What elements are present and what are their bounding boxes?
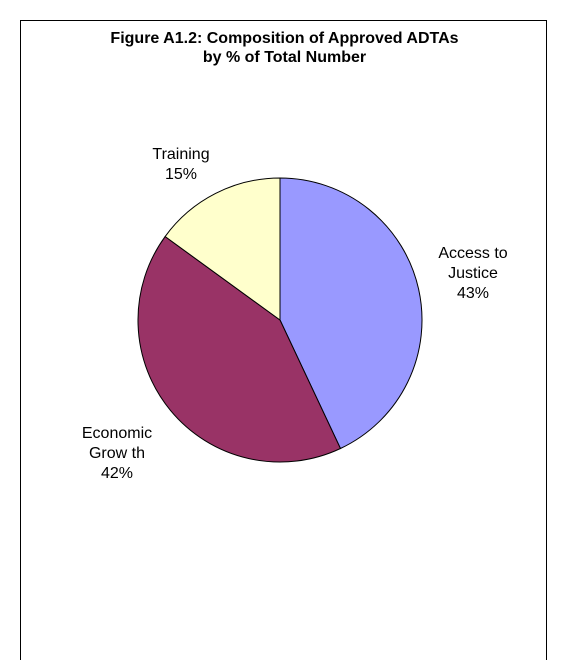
- slice-label-training: Training 15%: [126, 145, 236, 185]
- chart-title-line-1: Figure A1.2: Composition of Approved ADT…: [110, 30, 459, 47]
- pie-slice-training: [164, 177, 281, 321]
- slice-label-economic-growth-line-2: Grow th: [88, 445, 145, 462]
- slice-label-economic-growth: Economic Grow th 42%: [62, 424, 172, 484]
- chart-title-line-2: by % of Total Number: [202, 49, 367, 66]
- slice-percent-training: 15%: [164, 166, 198, 183]
- slice-label-training-line-1: Training: [152, 146, 210, 163]
- slice-percent-economic-growth: 42%: [100, 465, 134, 482]
- slice-label-access-to-justice: Access to Justice 43%: [418, 244, 528, 304]
- slice-label-access-to-justice-line-2: Justice: [448, 265, 498, 282]
- slice-percent-access-to-justice: 43%: [456, 285, 490, 302]
- pie-chart: [137, 177, 423, 463]
- slice-label-economic-growth-line-1: Economic: [81, 425, 153, 442]
- pie-slice-economic-growth: [137, 235, 342, 463]
- chart-title: Figure A1.2: Composition of Approved ADT…: [21, 29, 548, 67]
- slice-label-access-to-justice-line-1: Access to: [438, 245, 508, 262]
- pie-slice-access-to-justice: [279, 177, 423, 450]
